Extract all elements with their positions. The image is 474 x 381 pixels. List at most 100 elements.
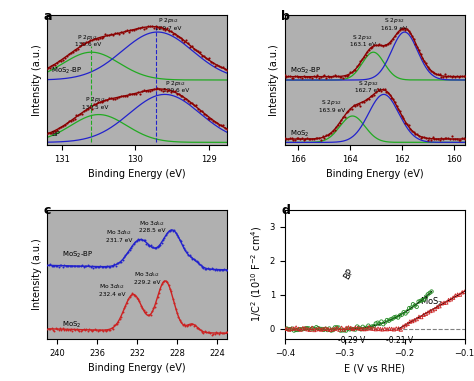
Point: [63, 326, 71, 332]
Point: [351, 67, 359, 73]
Point: [108, 95, 115, 101]
Point: [79, 327, 86, 333]
Point: [326, 325, 333, 331]
Point: [45, 325, 53, 331]
Point: [186, 322, 193, 328]
Point: [50, 62, 57, 68]
Point: [184, 98, 192, 104]
Point: [204, 114, 211, 120]
Point: [400, 26, 407, 32]
Point: [461, 289, 468, 295]
Point: [405, 28, 412, 34]
Point: [189, 256, 196, 263]
Point: [171, 31, 179, 37]
Point: [125, 91, 132, 97]
X-axis label: E (V vs RHE): E (V vs RHE): [344, 363, 405, 373]
Point: [152, 86, 159, 92]
Point: [183, 323, 191, 329]
Point: [46, 130, 53, 136]
Point: [454, 291, 462, 298]
Point: [398, 312, 406, 318]
Point: [231, 70, 238, 77]
Point: [84, 39, 92, 45]
Point: [206, 116, 213, 122]
Point: [436, 137, 443, 143]
Point: [432, 70, 440, 77]
Point: [348, 69, 356, 75]
Point: [362, 52, 369, 58]
Point: [317, 74, 325, 80]
Point: [298, 326, 305, 332]
Point: [358, 326, 366, 332]
Point: [365, 323, 372, 329]
Point: [73, 263, 81, 269]
Point: [109, 263, 117, 269]
Point: [92, 327, 100, 333]
Point: [369, 93, 376, 99]
Point: [123, 299, 131, 306]
Point: [54, 263, 61, 269]
Point: [451, 74, 459, 80]
Point: [390, 326, 398, 332]
Point: [55, 264, 63, 270]
Point: [198, 264, 206, 271]
Point: [420, 296, 428, 303]
Point: [191, 322, 199, 328]
Point: [448, 133, 456, 139]
Point: [316, 326, 324, 332]
Point: [167, 89, 175, 95]
Point: [76, 263, 83, 269]
Point: [138, 88, 146, 94]
Point: [121, 29, 128, 35]
Point: [383, 88, 390, 94]
Point: [363, 326, 371, 332]
Point: [399, 323, 407, 330]
Point: [179, 322, 186, 328]
Point: [63, 263, 71, 269]
Point: [407, 126, 414, 133]
Point: [394, 29, 402, 35]
Point: [415, 299, 422, 305]
Point: [383, 317, 391, 323]
Point: [103, 263, 111, 269]
Point: [184, 40, 192, 46]
Point: [314, 325, 322, 331]
Point: [90, 327, 97, 333]
Point: [95, 327, 103, 333]
Point: [231, 129, 238, 135]
Point: [146, 242, 153, 248]
Point: [443, 74, 450, 80]
Point: [59, 123, 67, 129]
Point: [379, 86, 387, 93]
Point: [335, 325, 342, 331]
Point: [431, 306, 439, 312]
Point: [57, 262, 65, 268]
Point: [157, 24, 165, 30]
Point: [177, 35, 184, 41]
Point: [81, 327, 89, 333]
Point: [105, 327, 112, 333]
Point: [42, 131, 49, 138]
Point: [229, 69, 237, 75]
Point: [356, 58, 364, 64]
Point: [343, 109, 350, 115]
Y-axis label: Intensity (a.u.): Intensity (a.u.): [269, 44, 279, 116]
Point: [370, 92, 378, 98]
Point: [82, 327, 90, 333]
Point: [45, 262, 53, 268]
Point: [370, 323, 378, 329]
Point: [94, 99, 101, 105]
Point: [148, 23, 155, 29]
Point: [118, 314, 125, 320]
Point: [290, 325, 298, 331]
Point: [420, 58, 428, 64]
Point: [123, 27, 130, 33]
Point: [347, 325, 355, 331]
Point: [115, 94, 123, 101]
Point: [63, 53, 71, 59]
Point: [118, 258, 125, 264]
Point: [177, 238, 185, 244]
Point: [66, 327, 73, 333]
Point: [356, 325, 364, 331]
Point: [453, 73, 461, 79]
